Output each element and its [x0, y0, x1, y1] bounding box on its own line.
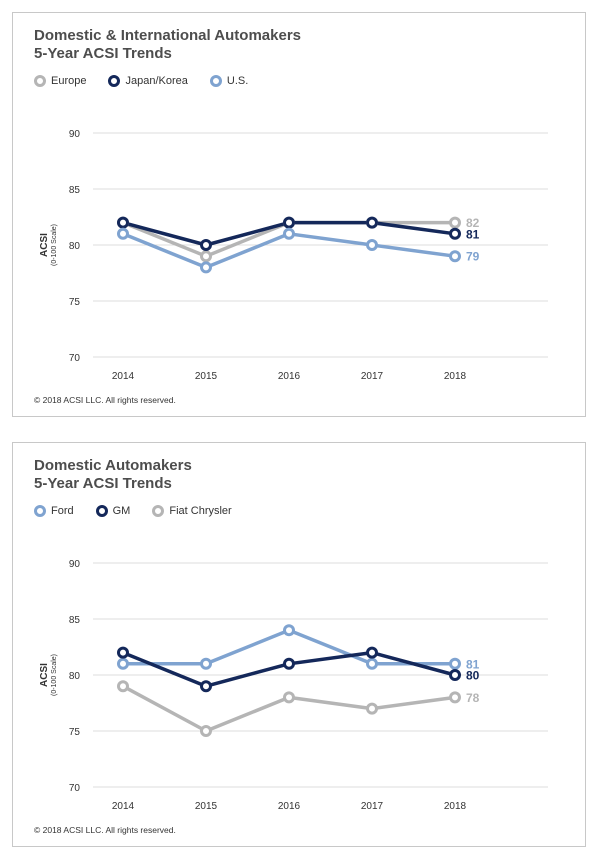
end-value-label-fiat-chrysler: 78	[466, 691, 480, 705]
copyright-footer: © 2018 ACSI LLC. All rights reserved.	[34, 395, 176, 405]
legend-label-gm: GM	[112, 505, 131, 517]
data-point-europe	[200, 250, 212, 263]
legend-marker-us-icon	[209, 75, 222, 87]
data-point-gm	[200, 680, 212, 693]
end-value-label-europe: 82	[466, 216, 480, 230]
x-tick-label: 2015	[195, 371, 218, 382]
chart-plot-area: 70 75 80 85 90 2014 2015 2016 2017 2018 ACSI (0-100…	[39, 559, 548, 812]
data-point-fiat-chrysler	[283, 691, 295, 704]
data-point-ford	[200, 657, 212, 670]
legend-label-japan-korea: Japan/Korea	[125, 75, 188, 87]
copyright-footer: © 2018 ACSI LLC. All rights reserved.	[34, 825, 176, 835]
y-axis-label: ACSI	[39, 663, 50, 687]
x-tick-label: 2014	[112, 801, 135, 812]
legend-label-europe: Europe	[51, 75, 87, 87]
data-point-u-s	[283, 227, 295, 240]
x-tick-label: 2014	[112, 371, 135, 382]
y-tick-label: 85	[69, 615, 81, 626]
data-point-gm	[449, 669, 461, 681]
y-tick-label: 70	[69, 783, 81, 794]
data-point-ford	[283, 624, 295, 637]
legend-marker-fiat-chrysler-icon	[152, 505, 165, 517]
end-value-label-ford: 81	[466, 657, 480, 671]
data-point-u-s	[449, 250, 461, 263]
chart-title-line-2: 5-Year ACSI Trends	[34, 475, 172, 492]
data-point-ford	[449, 657, 461, 670]
data-point-gm	[117, 646, 129, 659]
y-tick-label: 80	[69, 671, 81, 682]
chart-title-line-2: 5-Year ACSI Trends	[34, 45, 172, 62]
data-point-europe	[449, 216, 461, 229]
x-tick-label: 2017	[361, 371, 384, 382]
y-tick-label: 90	[69, 129, 81, 140]
legend-marker-ford-icon	[34, 505, 46, 517]
legend-marker-gm-icon	[95, 505, 108, 517]
data-point-ford	[117, 657, 129, 670]
chart-legend: Ford GM Fiat Chrysler	[34, 504, 254, 518]
chart-title-line-1: Domestic Automakers	[34, 457, 192, 474]
data-point-japan-korea	[117, 216, 129, 229]
end-value-label-u-s: 79	[466, 250, 480, 264]
legend-item-japan-korea: Japan/Korea	[108, 75, 188, 87]
y-axis-sublabel: (0-100 Scale)	[51, 654, 58, 696]
data-point-fiat-chrysler	[449, 691, 461, 704]
legend-item-ford: Ford	[34, 505, 74, 517]
chart-title-line-1: Domestic & International Automakers	[34, 27, 302, 44]
chart-title: Domestic & International Automakers 5-Ye…	[34, 27, 301, 63]
x-tick-label: 2017	[361, 801, 384, 812]
data-point-japan-korea	[200, 239, 212, 251]
y-axis-sublabel: (0-100 Scale)	[51, 224, 58, 266]
legend-label-ford: Ford	[51, 505, 74, 517]
legend-label-us: U.S.	[226, 75, 249, 87]
data-point-fiat-chrysler	[366, 702, 378, 715]
y-tick-label: 75	[69, 297, 81, 308]
end-value-label-japan-korea: 81	[466, 227, 480, 241]
legend-item-us: U.S.	[209, 75, 249, 87]
y-axis-label: ACSI	[39, 233, 50, 257]
legend-item-gm: GM	[95, 505, 131, 517]
y-tick-label: 75	[69, 727, 81, 738]
data-point-u-s	[117, 227, 129, 240]
legend-item-europe: Europe	[34, 75, 86, 87]
chart-legend: Europe Japan/Korea U.S.	[34, 74, 270, 88]
x-tick-label: 2018	[444, 801, 467, 812]
legend-marker-japan-korea-icon	[108, 75, 121, 87]
data-point-ford	[366, 657, 378, 670]
chart-plot-area: 70 75 80 85 90 2014 2015 2016 2017 2018 ACSI (0-100…	[39, 129, 548, 382]
data-point-u-s	[366, 239, 378, 251]
x-tick-label: 2016	[278, 801, 301, 812]
data-point-fiat-chrysler	[117, 680, 129, 693]
data-point-u-s	[200, 261, 212, 274]
y-tick-label: 80	[69, 241, 81, 252]
x-tick-label: 2016	[278, 371, 301, 382]
chart-panel-domestic: Domestic Automakers 5-Year ACSI Trends F…	[12, 442, 586, 847]
y-tick-label: 85	[69, 185, 81, 196]
legend-item-fiat-chrysler: Fiat Chrysler	[152, 505, 232, 517]
x-tick-label: 2018	[444, 371, 467, 382]
legend-label-fiat-chrysler: Fiat Chrysler	[169, 505, 232, 517]
data-point-japan-korea	[449, 227, 461, 240]
data-point-japan-korea	[366, 216, 378, 229]
chart-title: Domestic Automakers 5-Year ACSI Trends	[34, 457, 192, 493]
data-point-japan-korea	[283, 216, 295, 229]
end-value-label-gm: 80	[466, 669, 480, 683]
chart-panel-international: Domestic & International Automakers 5-Ye…	[12, 12, 586, 417]
data-point-gm	[366, 646, 378, 659]
data-point-gm	[283, 657, 295, 670]
y-tick-label: 90	[69, 559, 81, 570]
legend-marker-europe-icon	[34, 75, 46, 87]
y-tick-label: 70	[69, 353, 81, 364]
x-tick-label: 2015	[195, 801, 218, 812]
data-point-fiat-chrysler	[200, 725, 212, 737]
